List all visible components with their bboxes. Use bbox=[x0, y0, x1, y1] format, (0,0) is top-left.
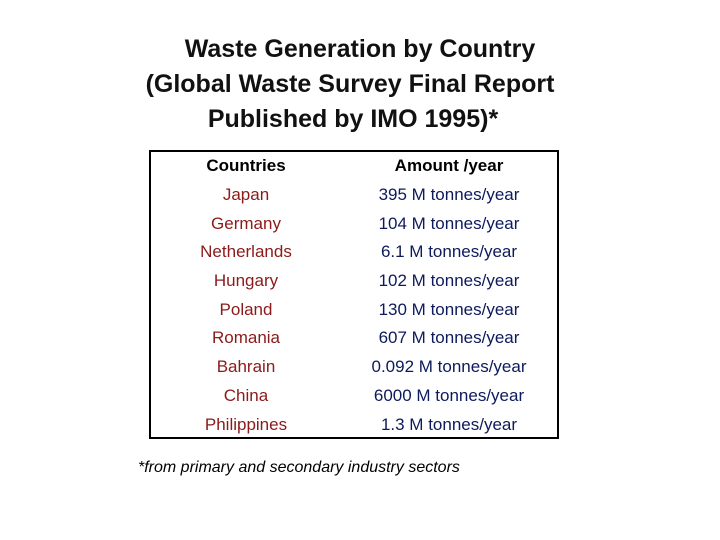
footnote: *from primary and secondary industry sec… bbox=[138, 459, 460, 476]
country-cell: Bahrain bbox=[216, 357, 276, 377]
amount-cell: 102 M tonnes/year bbox=[378, 271, 520, 291]
amount-cell: 104 M tonnes/year bbox=[378, 213, 520, 233]
amount-cell: 6.1 M tonnes/year bbox=[380, 242, 518, 262]
table-row: Netherlands 6.1 M tonnes/year bbox=[151, 238, 557, 267]
country-cell: Japan bbox=[222, 185, 270, 205]
table-row: Bahrain 0.092 M tonnes/year bbox=[151, 353, 557, 382]
title-line-2: (Global Waste Survey Final Report bbox=[145, 70, 555, 98]
country-cell: Netherlands bbox=[200, 242, 292, 262]
country-cell: Poland bbox=[219, 299, 273, 319]
amount-cell: 130 M tonnes/year bbox=[378, 299, 520, 319]
title-line-1: Waste Generation by Country bbox=[184, 35, 536, 63]
waste-table: Countries Amount /year Japan 395 M tonne… bbox=[149, 150, 559, 439]
amount-cell: 395 M tonnes/year bbox=[378, 185, 520, 205]
header-countries: Countries bbox=[206, 156, 286, 176]
table-row: Hungary 102 M tonnes/year bbox=[151, 267, 557, 296]
amount-cell: 1.3 M tonnes/year bbox=[380, 414, 518, 434]
amount-cell: 607 M tonnes/year bbox=[378, 328, 520, 348]
table-row: Philippines 1.3 M tonnes/year bbox=[151, 410, 557, 439]
page-title: Waste Generation by Country (Global Wast… bbox=[0, 32, 720, 137]
amount-cell: 0.092 M tonnes/year bbox=[371, 357, 527, 377]
table-row: Japan 395 M tonnes/year bbox=[151, 181, 557, 210]
table-header-row: Countries Amount /year bbox=[151, 152, 557, 181]
table-row: China 6000 M tonnes/year bbox=[151, 382, 557, 411]
country-cell: Philippines bbox=[204, 414, 288, 434]
country-cell: China bbox=[223, 385, 269, 405]
country-cell: Germany bbox=[211, 213, 281, 233]
country-cell: Hungary bbox=[213, 271, 279, 291]
header-amount: Amount /year bbox=[394, 156, 504, 176]
amount-cell: 6000 M tonnes/year bbox=[373, 385, 525, 405]
title-line-3: Published by IMO 1995)* bbox=[207, 105, 499, 133]
table-row: Poland 130 M tonnes/year bbox=[151, 295, 557, 324]
country-cell: Romania bbox=[211, 328, 281, 348]
table-row: Germany 104 M tonnes/year bbox=[151, 209, 557, 238]
table-row: Romania 607 M tonnes/year bbox=[151, 324, 557, 353]
